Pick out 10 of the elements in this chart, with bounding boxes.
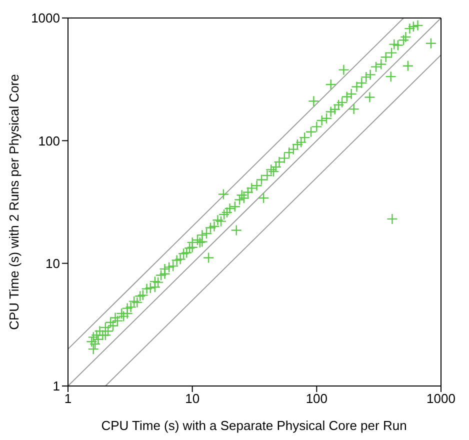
y-tick-label: 1000 (31, 10, 60, 26)
x-tick-label: 1 (64, 391, 72, 406)
x-axis-title: CPU Time (s) with a Separate Physical Core per Run (100, 418, 408, 433)
x-tick-label: 100 (306, 391, 328, 406)
y-tick-label: 1 (52, 378, 60, 394)
x-tick-label: 1000 (426, 391, 456, 406)
y-tick-label: 100 (38, 133, 60, 148)
x-tick-label: 10 (185, 391, 200, 406)
y-axis-title: CPU Time (s) with 2 Runs per Physical Core (6, 74, 22, 330)
y-tick-label: 10 (46, 256, 60, 271)
